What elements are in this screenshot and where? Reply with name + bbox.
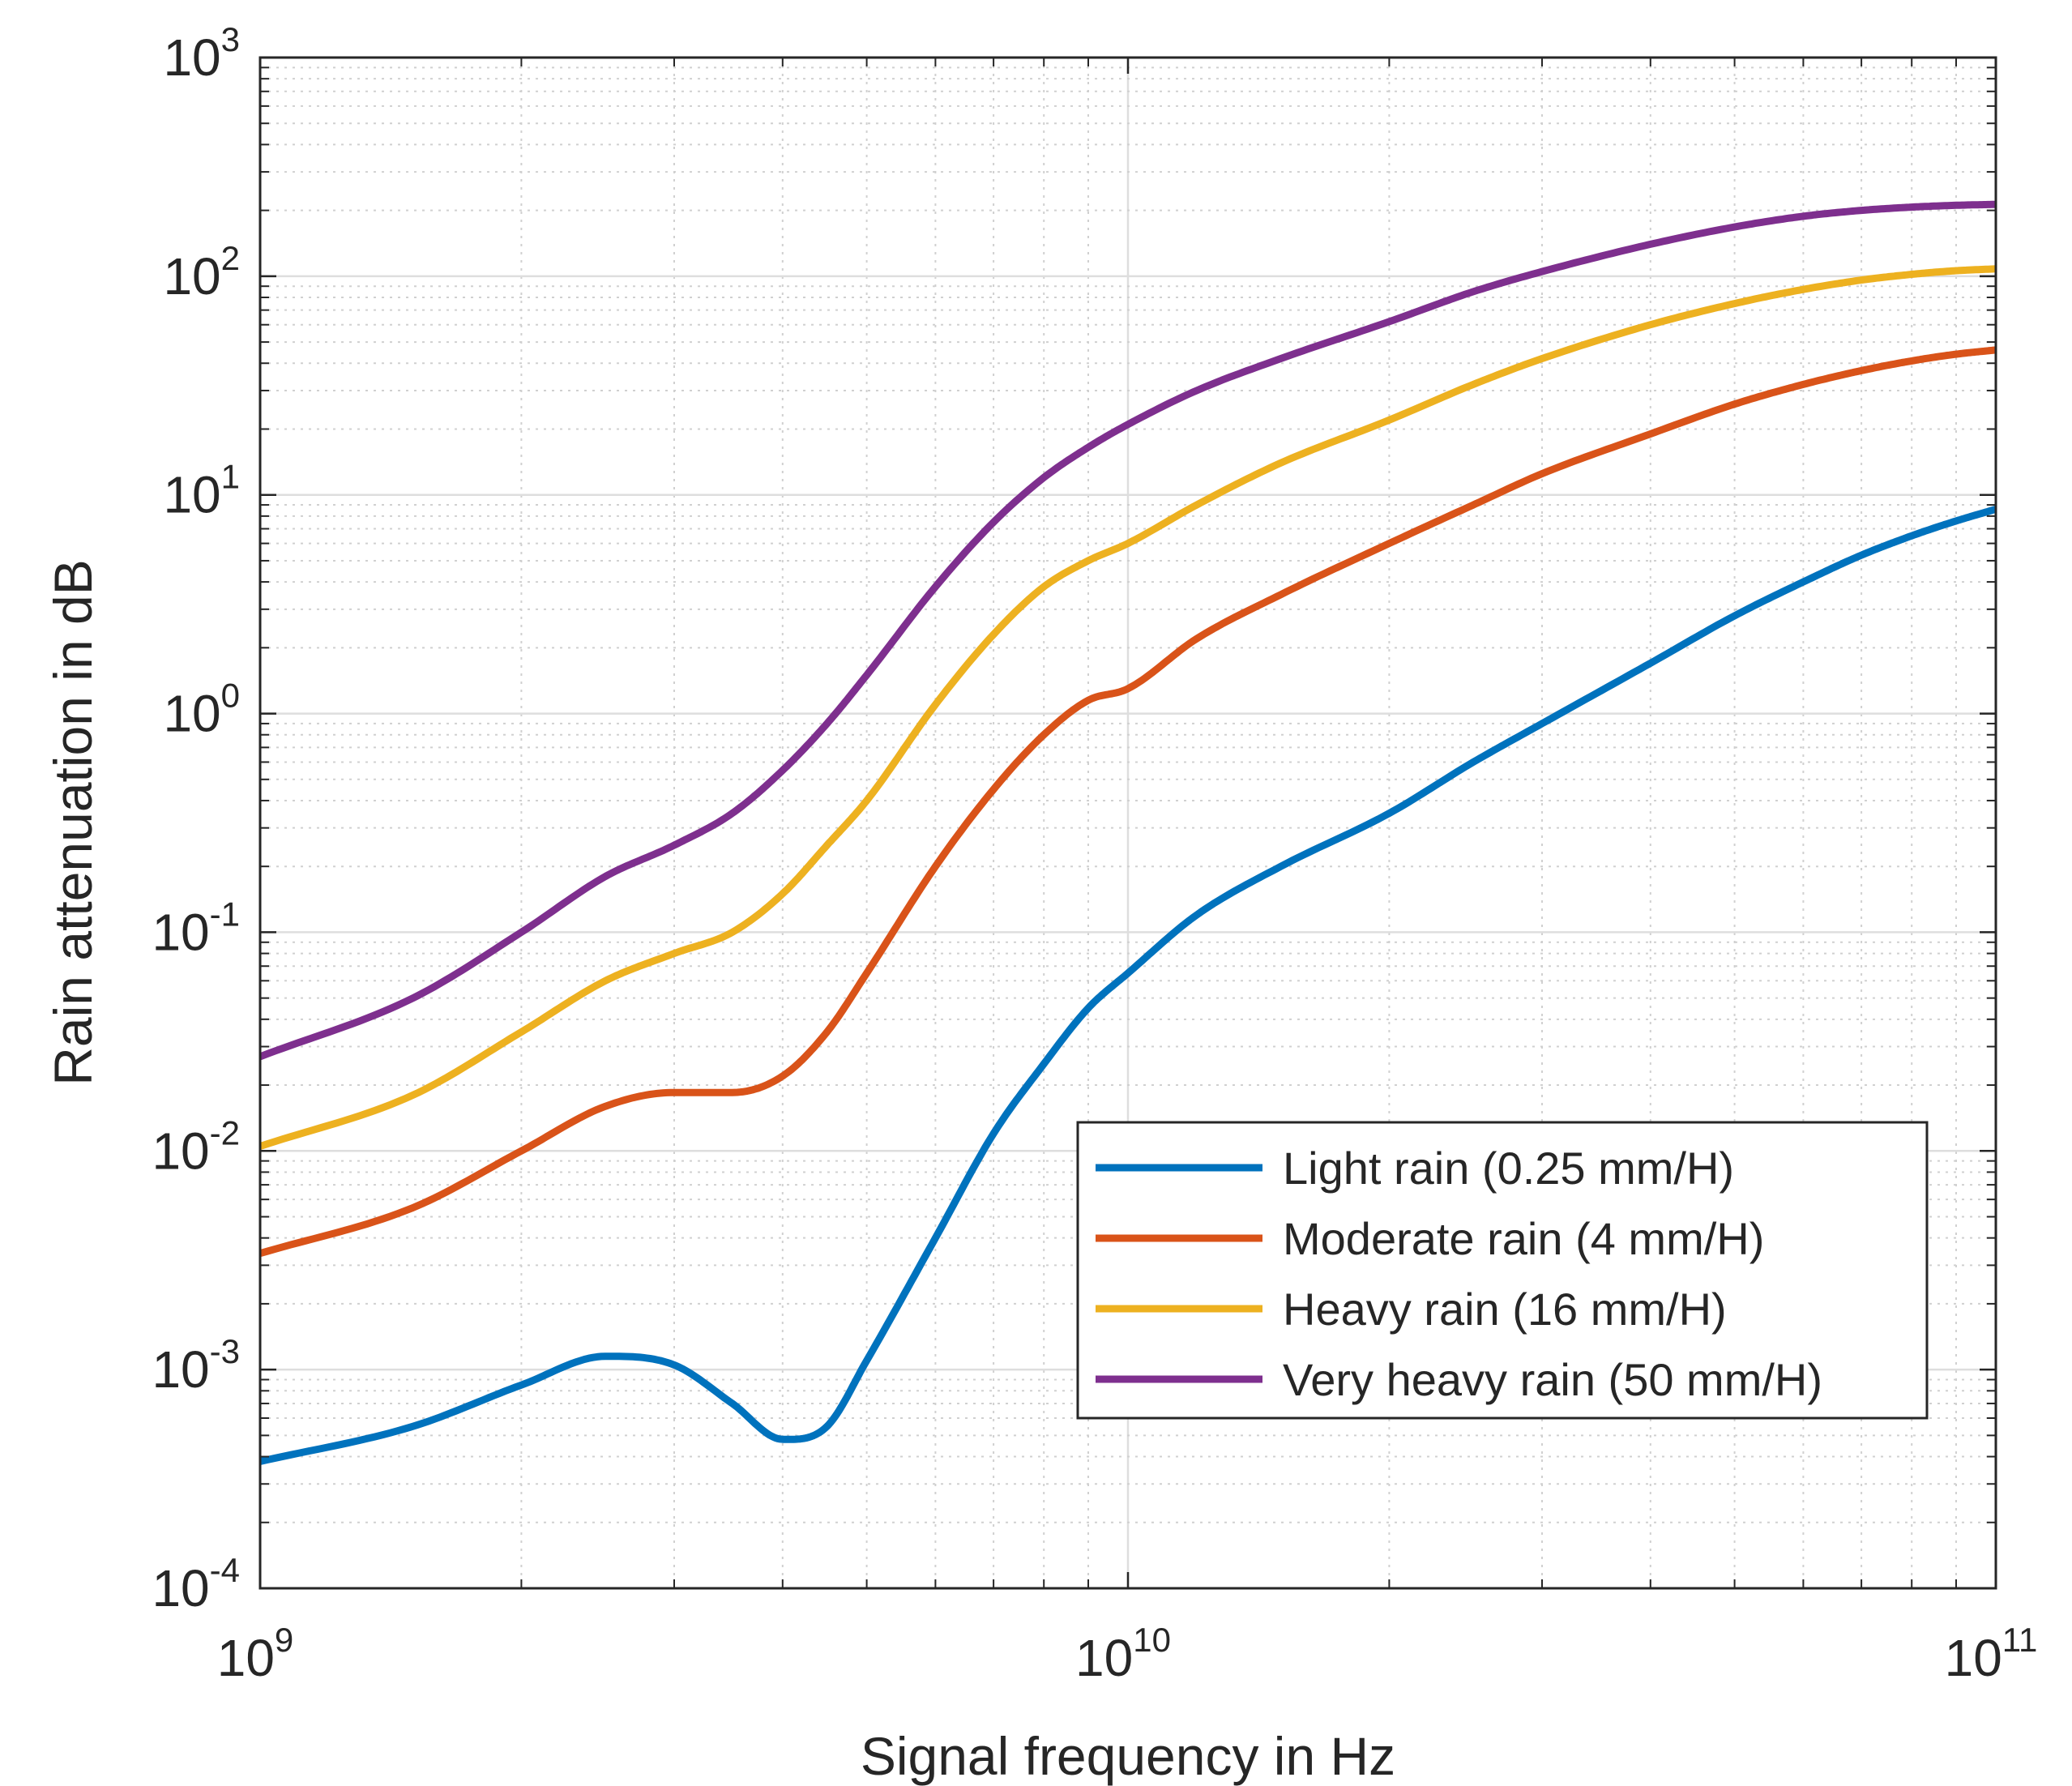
- y-tick-label: 10-2: [152, 1113, 240, 1180]
- y-tick-label: 10-1: [152, 895, 240, 961]
- y-axis-title: Rain attenuation in dB: [43, 559, 103, 1085]
- x-tick-label: 109: [217, 1621, 294, 1687]
- x-tick-label: 1011: [1945, 1621, 2038, 1687]
- series-line-very-heavy-rain-50-mm-h: [258, 200, 1997, 1061]
- y-tick-label: 103: [163, 20, 240, 87]
- legend-label: Very heavy rain (50 mm/H): [1283, 1354, 1822, 1405]
- x-axis-title: Signal frequency in Hz: [861, 1726, 1395, 1786]
- x-tick-labels: 109 1010 1011: [217, 1621, 2038, 1687]
- y-tick-label: 100: [163, 677, 240, 743]
- y-tick-label: 10-3: [152, 1332, 240, 1399]
- legend: Light rain (0.25 mm/H) Moderate rain (4 m…: [1076, 1121, 1929, 1420]
- data-series: [258, 200, 1997, 1465]
- y-tick-labels: 10-4 10-3 10-2 10-1 100 101 102 103: [152, 20, 240, 1617]
- series-line-light-rain-0-25-mm-h: [259, 506, 1997, 1465]
- y-tick-label: 101: [163, 458, 240, 524]
- legend-box: [1076, 1121, 1929, 1420]
- legend-label: Heavy rain (16 mm/H): [1283, 1284, 1727, 1335]
- x-tick-label: 1010: [1075, 1621, 1171, 1687]
- series-line-heavy-rain-16-mm-h: [258, 265, 1997, 1150]
- legend-label: Moderate rain (4 mm/H): [1283, 1213, 1764, 1264]
- axis-ticks: [258, 56, 1997, 1590]
- series-line-moderate-rain-4-mm-h: [258, 346, 1997, 1258]
- y-tick-label: 10-4: [152, 1551, 240, 1617]
- legend-label: Light rain (0.25 mm/H): [1283, 1143, 1734, 1194]
- y-tick-label: 102: [163, 239, 240, 306]
